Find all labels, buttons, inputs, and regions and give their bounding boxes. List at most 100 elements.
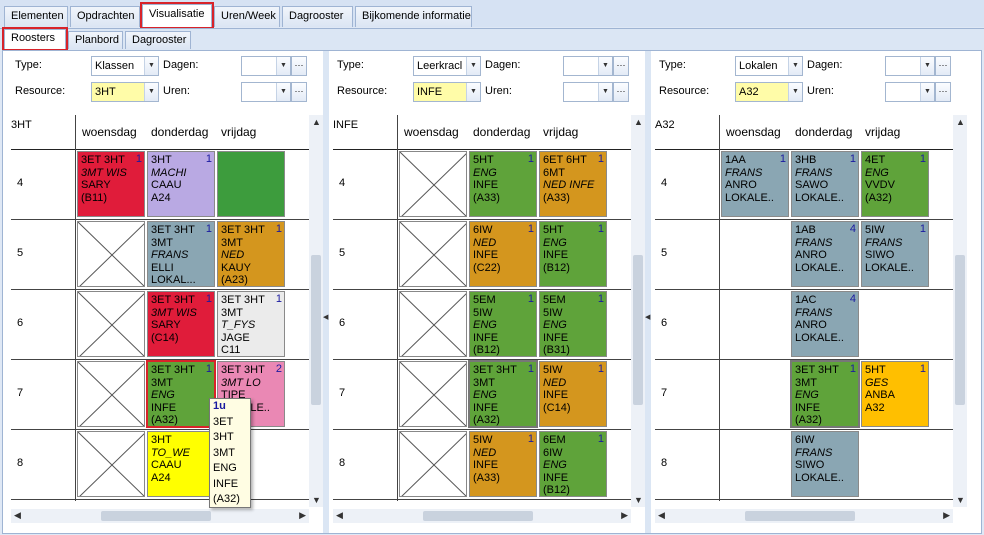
vertical-scrollbar[interactable]: ▲ ▼ — [309, 115, 323, 507]
lesson-cell[interactable]: 6EM 6IW ENG INFE (B12) 1 — [539, 431, 607, 497]
lesson-line: (B11) — [81, 191, 108, 204]
tab-dagrooster[interactable]: Dagrooster — [282, 6, 353, 27]
lesson-cell[interactable]: 3HB FRANS SAWO LOKALE.. 1 — [791, 151, 859, 217]
scroll-down-icon[interactable]: ▼ — [956, 495, 965, 505]
uren-select[interactable]: ▼ — [241, 82, 291, 102]
tab-opdrachten[interactable]: Opdrachten — [70, 6, 140, 27]
chevron-down-icon[interactable]: ▼ — [276, 83, 290, 101]
lesson-cell[interactable]: 6IW FRANS SIWO LOKALE.. — [791, 431, 859, 497]
lesson-line: FRANS — [795, 236, 833, 249]
vertical-scrollbar[interactable]: ▲ ▼ — [953, 115, 967, 507]
resource-select[interactable]: INFE ▼ — [413, 82, 481, 102]
chevron-down-icon[interactable]: ▼ — [466, 57, 480, 75]
scroll-thumb[interactable] — [423, 511, 533, 521]
lesson-cell[interactable]: 1AB FRANS ANRO LOKALE.. 4 — [791, 221, 859, 287]
lesson-cell[interactable]: 3ET 3HT 3MT ENG INFE (A32) 1 — [468, 360, 538, 428]
chevron-down-icon[interactable]: ▼ — [788, 57, 802, 75]
resource-select[interactable]: A32 ▼ — [735, 82, 803, 102]
dagen-select[interactable]: ▼ — [241, 56, 291, 76]
lesson-cell[interactable]: 3ET 3HT 3MT WIS SARY (C14) 1 — [147, 291, 215, 357]
subtab-dagrooster[interactable]: Dagrooster — [125, 31, 191, 49]
pane-splitter[interactable]: ◀ — [323, 51, 329, 533]
scroll-thumb[interactable] — [101, 511, 211, 521]
uren-more-button[interactable]: ··· — [613, 82, 629, 102]
chevron-down-icon[interactable]: ▼ — [276, 57, 290, 75]
lesson-cell[interactable]: 5HT GES ANBA A32 1 — [861, 361, 929, 427]
lesson-count: 1 — [135, 153, 142, 165]
uren-more-button[interactable]: ··· — [291, 82, 307, 102]
lesson-line: JAGE — [221, 331, 250, 344]
chevron-down-icon[interactable]: ▼ — [144, 83, 158, 101]
scroll-left-icon[interactable]: ◀ — [658, 510, 665, 520]
scroll-left-icon[interactable]: ◀ — [14, 510, 21, 520]
dagen-select[interactable]: ▼ — [885, 56, 935, 76]
lesson-cell[interactable]: 3ET 3HT 3MT WIS SARY (B11) 1 — [77, 151, 145, 217]
scroll-left-icon[interactable]: ◀ — [336, 510, 343, 520]
lesson-cell[interactable]: 3ET 3HT 3MT ENG INFE (A32) 1 — [146, 360, 216, 428]
subtab-roosters[interactable]: Roosters — [2, 27, 68, 51]
scroll-thumb[interactable] — [955, 255, 965, 405]
lesson-cell[interactable]: 3ET 3HT 3MT NED KAUY (A23) 1 — [217, 221, 285, 287]
horizontal-scrollbar[interactable]: ◀ ▶ — [333, 509, 631, 523]
tab-elementen[interactable]: Elementen — [4, 6, 68, 27]
scroll-thumb[interactable] — [745, 511, 855, 521]
chevron-down-icon[interactable]: ▼ — [144, 57, 158, 75]
scroll-right-icon[interactable]: ▶ — [299, 510, 306, 520]
chevron-down-icon[interactable]: ▼ — [598, 57, 612, 75]
lesson-line: 3HT — [151, 154, 172, 166]
lesson-cell[interactable]: 1AA FRANS ANRO LOKALE.. 1 — [721, 151, 789, 217]
scroll-thumb[interactable] — [311, 255, 321, 405]
tab-uren-week[interactable]: Uren/Week — [214, 6, 280, 27]
collapse-icon[interactable]: ◀ — [323, 314, 329, 321]
lesson-cell[interactable]: 4ET ENG VVDV (A32) 1 — [861, 151, 929, 217]
lesson-cell[interactable]: 3ET 3HT 3MT FRANS ELLI LOKAL... 1 — [147, 221, 215, 287]
scroll-up-icon[interactable]: ▲ — [312, 117, 321, 127]
lesson-cell[interactable]: 3ET 3HT 3MT T_FYS JAGE C11 1 — [217, 291, 285, 357]
dagen-more-button[interactable]: ··· — [291, 56, 307, 76]
lesson-cell[interactable]: 1AC FRANS ANRO LOKALE.. 4 — [791, 291, 859, 357]
chevron-down-icon[interactable]: ▼ — [466, 83, 480, 101]
lesson-cell[interactable]: 5HT ENG INFE (A33) 1 — [469, 151, 537, 217]
dagen-select[interactable]: ▼ — [563, 56, 613, 76]
dagen-more-button[interactable]: ··· — [613, 56, 629, 76]
collapse-icon[interactable]: ◀ — [645, 314, 651, 321]
dagen-more-button[interactable]: ··· — [935, 56, 951, 76]
scroll-right-icon[interactable]: ▶ — [943, 510, 950, 520]
chevron-down-icon[interactable]: ▼ — [920, 83, 934, 101]
type-select[interactable]: Leerkracl ▼ — [413, 56, 481, 76]
tab-bijkomende-informatie[interactable]: Bijkomende informatie — [355, 6, 472, 27]
lesson-cell[interactable]: 3ET 3HT 3MT ENG INFE (A32) 1 — [790, 360, 860, 428]
lesson-cell[interactable]: 3HT MACHI CAAU A24 1 — [147, 151, 215, 217]
lesson-cell[interactable]: 6IW NED INFE (C22) 1 — [469, 221, 537, 287]
pane-splitter[interactable]: ◀ — [645, 51, 651, 533]
lesson-cell[interactable]: 5IW FRANS SIWO LOKALE.. 1 — [861, 221, 929, 287]
resource-select[interactable]: 3HT ▼ — [91, 82, 159, 102]
horizontal-scrollbar[interactable]: ◀ ▶ — [655, 509, 953, 523]
lesson-cell[interactable]: 3HT TO_WE CAAU A24 — [147, 431, 215, 497]
chevron-down-icon[interactable]: ▼ — [788, 83, 802, 101]
lesson-cell[interactable]: 5EM 5IW ENG INFE (B31) 1 — [539, 291, 607, 357]
lesson-cell[interactable]: 5EM 5IW ENG INFE (B12) 1 — [469, 291, 537, 357]
lesson-cell[interactable]: 5IW NED INFE (C14) 1 — [539, 361, 607, 427]
uren-select[interactable]: ▼ — [885, 82, 935, 102]
horizontal-scrollbar[interactable]: ◀ ▶ — [11, 509, 309, 523]
subtab-planbord[interactable]: Planbord — [68, 31, 123, 49]
lesson-cell[interactable]: 5IW NED INFE (A33) 1 — [469, 431, 537, 497]
tab-visualisatie[interactable]: Visualisatie — [140, 2, 214, 29]
scroll-right-icon[interactable]: ▶ — [621, 510, 628, 520]
scroll-down-icon[interactable]: ▼ — [634, 495, 643, 505]
scroll-down-icon[interactable]: ▼ — [312, 495, 321, 505]
chevron-down-icon[interactable]: ▼ — [920, 57, 934, 75]
scroll-up-icon[interactable]: ▲ — [634, 117, 643, 127]
uren-more-button[interactable]: ··· — [935, 82, 951, 102]
type-select[interactable]: Lokalen ▼ — [735, 56, 803, 76]
scroll-thumb[interactable] — [633, 255, 643, 405]
uren-select[interactable]: ▼ — [563, 82, 613, 102]
scroll-up-icon[interactable]: ▲ — [956, 117, 965, 127]
lesson-cell[interactable] — [217, 151, 285, 217]
vertical-scrollbar[interactable]: ▲ ▼ — [631, 115, 645, 507]
type-select[interactable]: Klassen ▼ — [91, 56, 159, 76]
chevron-down-icon[interactable]: ▼ — [598, 83, 612, 101]
lesson-cell[interactable]: 5HT ENG INFE (B12) 1 — [539, 221, 607, 287]
lesson-cell[interactable]: 6ET 6HT 6MT NED INFE (A33) 1 — [539, 151, 607, 217]
